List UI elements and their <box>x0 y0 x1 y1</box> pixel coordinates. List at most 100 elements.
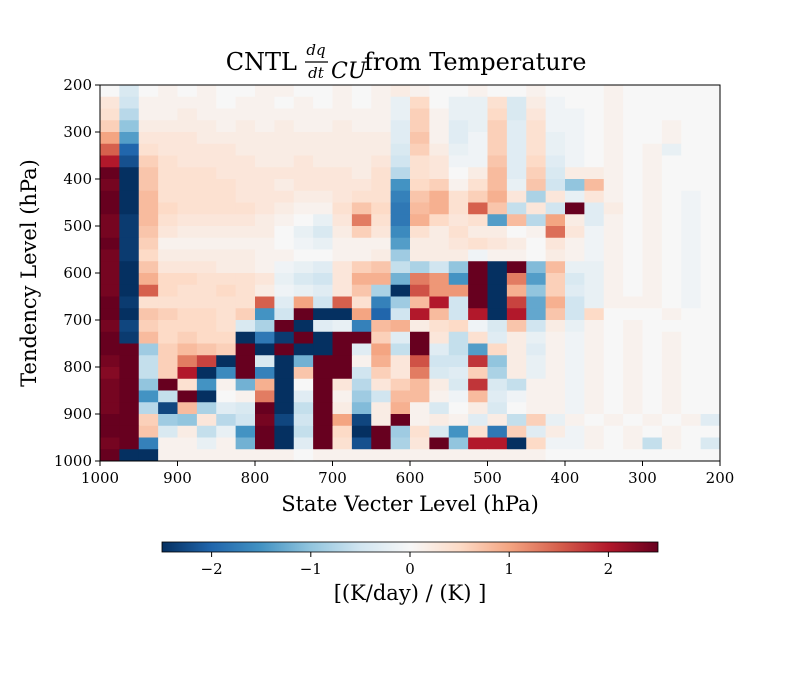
y-tick-label: 400 <box>63 170 92 188</box>
heatmap-cell <box>138 143 159 156</box>
x-tick-label: 800 <box>241 469 270 487</box>
heatmap-cell <box>623 179 643 192</box>
heatmap-cell <box>487 320 508 333</box>
heatmap-cell <box>274 179 295 192</box>
heatmap-cell <box>196 390 217 403</box>
heatmap-cell <box>371 249 392 262</box>
heatmap-cell <box>216 249 237 262</box>
heatmap-cell <box>545 120 566 133</box>
heatmap-cell <box>623 167 643 180</box>
heatmap-cell <box>468 108 488 121</box>
heatmap-cell <box>506 331 527 344</box>
heatmap-cell <box>603 167 624 180</box>
heatmap-cell <box>468 214 488 227</box>
heatmap-cell <box>681 190 702 203</box>
heatmap-cell <box>351 167 372 180</box>
heatmap-cell <box>487 449 508 462</box>
heatmap-cell <box>235 402 256 415</box>
heatmap-cell <box>526 202 547 215</box>
heatmap-cell <box>235 132 256 145</box>
heatmap-cell <box>429 155 450 168</box>
heatmap-cell <box>700 214 721 227</box>
heatmap-cell <box>487 390 508 403</box>
heatmap-cell <box>506 414 527 427</box>
heatmap-cell <box>603 143 624 156</box>
heatmap-cell <box>448 143 469 156</box>
heatmap-cell <box>313 155 333 168</box>
heatmap-cell <box>623 214 643 227</box>
heatmap-cell <box>642 308 663 321</box>
heatmap-cell <box>545 284 566 297</box>
heatmap-cell <box>661 249 682 262</box>
heatmap-cell <box>119 449 140 462</box>
heatmap-cell <box>351 143 372 156</box>
heatmap-cell <box>526 284 547 297</box>
heatmap-cell <box>216 296 237 309</box>
heatmap-cell <box>293 226 314 239</box>
heatmap-cell <box>332 425 353 438</box>
heatmap-cell <box>661 261 682 274</box>
heatmap-cell <box>332 449 353 462</box>
heatmap-cell <box>138 120 159 133</box>
heatmap-cell <box>506 449 527 462</box>
heatmap-cell <box>526 273 547 286</box>
heatmap-cell <box>100 132 120 145</box>
heatmap-cell <box>235 179 256 192</box>
x-tick-label: 1000 <box>81 469 119 487</box>
heatmap-cell <box>603 308 624 321</box>
heatmap-cell <box>390 96 411 109</box>
heatmap-cell <box>545 331 566 344</box>
heatmap-cell <box>642 261 663 274</box>
heatmap-cell <box>196 331 217 344</box>
heatmap-cell <box>255 378 275 391</box>
heatmap-cell <box>642 273 663 286</box>
heatmap-cell <box>584 367 605 380</box>
heatmap-cell <box>390 214 411 227</box>
heatmap-cell <box>642 249 663 262</box>
heatmap-cell <box>371 202 392 215</box>
heatmap-cell <box>119 132 140 145</box>
heatmap-cell <box>410 284 430 297</box>
heatmap-cell <box>545 132 566 145</box>
heatmap-cell <box>681 284 702 297</box>
heatmap-cell <box>448 308 469 321</box>
heatmap-cell <box>661 226 682 239</box>
heatmap-cell <box>371 331 392 344</box>
heatmap-cell <box>138 237 159 250</box>
heatmap-cell <box>119 190 140 203</box>
heatmap-cell <box>371 308 392 321</box>
heatmap-cell <box>603 273 624 286</box>
heatmap-cell <box>565 425 585 438</box>
heatmap-cell <box>196 261 217 274</box>
heatmap-cell <box>623 202 643 215</box>
heatmap-cell <box>390 167 411 180</box>
heatmap-cell <box>313 402 333 415</box>
y-tick-label: 1000 <box>54 452 92 470</box>
colorbar-tick-label: 0 <box>405 560 415 578</box>
heatmap-cell <box>681 132 702 145</box>
heatmap-cell <box>119 355 140 368</box>
heatmap-cell <box>235 390 256 403</box>
heatmap-cell <box>177 85 198 98</box>
heatmap-cell <box>119 320 140 333</box>
heatmap-cell <box>158 331 178 344</box>
heatmap-cell <box>545 108 566 121</box>
heatmap-cell <box>487 414 508 427</box>
heatmap-cell <box>255 414 275 427</box>
heatmap-cell <box>177 402 198 415</box>
heatmap-cell <box>584 214 605 227</box>
heatmap-cell <box>313 261 333 274</box>
heatmap-cell <box>293 155 314 168</box>
heatmap-cell <box>603 190 624 203</box>
heatmap-cell <box>100 273 120 286</box>
heatmap-cell <box>700 202 721 215</box>
heatmap-cell <box>371 179 392 192</box>
heatmap-cell <box>506 132 527 145</box>
heatmap-cell <box>100 85 120 98</box>
heatmap-cell <box>196 414 217 427</box>
heatmap-cell <box>390 155 411 168</box>
heatmap-cell <box>448 108 469 121</box>
y-tick-label: 800 <box>63 358 92 376</box>
heatmap-cell <box>681 355 702 368</box>
